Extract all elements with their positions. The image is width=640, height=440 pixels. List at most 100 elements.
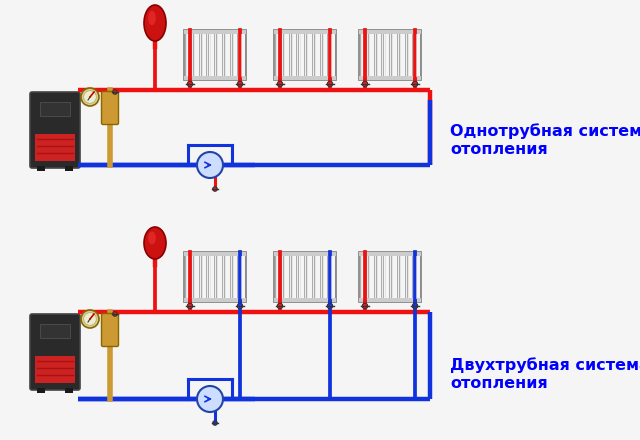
Circle shape [84, 91, 96, 103]
Bar [274, 252, 336, 302]
Bar [376, 32, 381, 78]
Bar [34, 96, 80, 168]
Bar [359, 252, 421, 302]
Bar [275, 32, 281, 78]
Bar [274, 30, 336, 80]
Bar [414, 32, 420, 78]
Bar [274, 252, 336, 302]
Bar [359, 30, 421, 80]
Bar [184, 252, 246, 256]
Bar [359, 30, 421, 80]
Bar [208, 32, 214, 78]
Circle shape [277, 303, 283, 309]
Bar [200, 254, 206, 300]
Bar [184, 252, 246, 302]
Bar [391, 254, 397, 300]
Bar [35, 134, 75, 161]
Bar [35, 356, 75, 383]
Bar [232, 32, 237, 78]
Circle shape [81, 310, 99, 328]
Circle shape [362, 303, 368, 309]
Bar [184, 30, 246, 80]
Bar [283, 32, 289, 78]
Ellipse shape [144, 227, 166, 259]
Bar [274, 298, 336, 302]
Circle shape [84, 313, 96, 325]
Circle shape [412, 81, 418, 87]
Bar [368, 254, 374, 300]
Circle shape [188, 303, 193, 309]
Ellipse shape [148, 231, 156, 244]
Bar [224, 32, 230, 78]
Bar [216, 32, 221, 78]
Circle shape [188, 81, 193, 87]
Bar [200, 32, 206, 78]
Bar [306, 254, 312, 300]
Circle shape [113, 312, 117, 316]
Bar [193, 254, 198, 300]
Bar [232, 254, 237, 300]
Bar [184, 30, 246, 34]
Text: Однотрубная система
отопления: Однотрубная система отопления [450, 124, 640, 157]
Bar [321, 254, 327, 300]
Bar [274, 252, 336, 256]
Circle shape [81, 88, 99, 106]
Bar [329, 32, 335, 78]
Circle shape [362, 81, 368, 87]
Circle shape [327, 81, 333, 87]
Bar [298, 254, 304, 300]
Circle shape [212, 187, 217, 191]
Bar [37, 166, 45, 171]
Bar [329, 254, 335, 300]
FancyBboxPatch shape [102, 313, 118, 346]
Bar [291, 32, 296, 78]
Bar [368, 32, 374, 78]
Bar [193, 32, 198, 78]
Ellipse shape [148, 11, 156, 25]
Circle shape [412, 303, 418, 309]
Bar [399, 32, 404, 78]
Bar [383, 254, 389, 300]
Text: Двухтрубная система
отопления: Двухтрубная система отопления [450, 357, 640, 391]
Bar [274, 30, 336, 80]
FancyBboxPatch shape [30, 92, 80, 168]
Bar [65, 388, 73, 393]
Bar [359, 30, 421, 34]
Bar [40, 324, 70, 338]
FancyBboxPatch shape [30, 314, 80, 390]
Ellipse shape [144, 5, 166, 41]
Bar [184, 76, 246, 80]
Bar [414, 254, 420, 300]
Bar [314, 32, 319, 78]
Circle shape [327, 303, 333, 309]
Circle shape [197, 386, 223, 412]
Bar [34, 318, 80, 390]
Bar [298, 32, 304, 78]
Bar [40, 102, 70, 117]
Bar [383, 32, 389, 78]
Bar [274, 30, 336, 34]
Circle shape [237, 303, 243, 309]
Bar [359, 298, 421, 302]
Bar [321, 32, 327, 78]
Bar [360, 254, 365, 300]
Bar [359, 76, 421, 80]
Circle shape [197, 152, 223, 178]
Bar [275, 254, 281, 300]
Bar [239, 254, 245, 300]
Bar [216, 254, 221, 300]
Bar [359, 252, 421, 256]
Bar [185, 32, 191, 78]
Bar [291, 254, 296, 300]
Bar [185, 254, 191, 300]
Circle shape [212, 421, 217, 425]
Bar [184, 252, 246, 302]
Bar [360, 32, 365, 78]
FancyBboxPatch shape [102, 92, 118, 125]
Bar [306, 32, 312, 78]
Bar [274, 76, 336, 80]
Circle shape [113, 90, 117, 94]
Bar [184, 30, 246, 80]
Bar [359, 252, 421, 302]
Circle shape [237, 81, 243, 87]
